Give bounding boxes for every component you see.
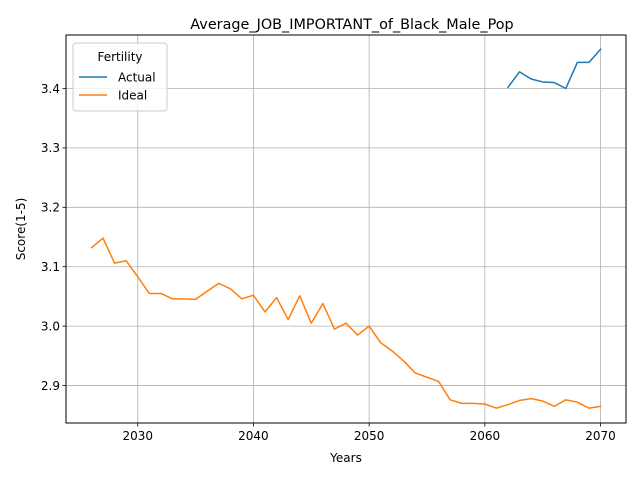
series-line-actual	[506, 48, 602, 90]
x-tick-label: 2060	[470, 429, 501, 443]
legend-label-actual: Actual	[118, 71, 156, 85]
legend-title: Fertility	[97, 50, 142, 64]
y-tick-label: 3.1	[41, 260, 60, 274]
y-tick-label: 2.9	[41, 379, 60, 393]
grid	[66, 35, 626, 423]
plot-series	[90, 48, 602, 409]
y-tick-label: 3.0	[41, 319, 60, 333]
axis-ticks: 2030 2040 2050 2060 2070 2.9 3.0 3.1 3.2 3.3 3.4	[41, 82, 616, 443]
chart-title: Average_JOB_IMPORTANT_of_Black_Male_Pop	[190, 17, 513, 33]
x-tick-label: 2030	[122, 429, 153, 443]
x-tick-label: 2070	[585, 429, 616, 443]
series-line-ideal	[90, 237, 602, 409]
legend-box	[72, 42, 168, 112]
plot-area-frame	[65, 34, 627, 424]
legend: Fertility Actual Ideal	[72, 42, 168, 112]
legend-label-ideal: Ideal	[118, 89, 147, 103]
y-axis-label: Score(1-5)	[14, 198, 28, 261]
x-tick-label: 2040	[238, 429, 269, 443]
y-tick-label: 3.4	[41, 82, 60, 96]
x-axis-label: Years	[329, 451, 362, 465]
x-tick-label: 2050	[354, 429, 385, 443]
y-tick-label: 3.2	[41, 201, 60, 215]
y-tick-label: 3.3	[41, 141, 60, 155]
